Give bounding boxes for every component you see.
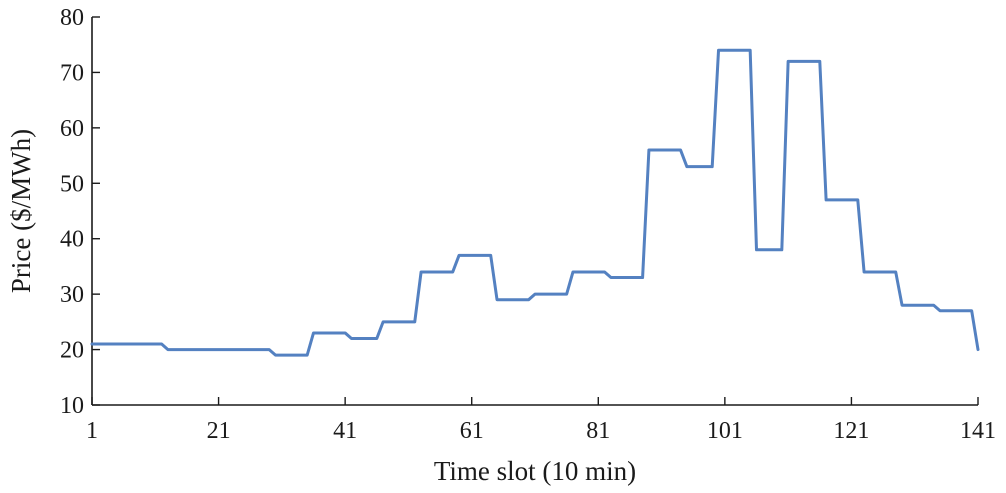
- x-axis-title: Time slot (10 min): [434, 456, 636, 486]
- y-axis-ticks: 10 20 30 40 50 60 70 80: [60, 5, 100, 419]
- x-tick-label: 141: [960, 418, 996, 444]
- x-tick-label: 21: [207, 418, 231, 444]
- y-tick-label: 20: [60, 338, 84, 364]
- x-tick-label: 61: [460, 418, 484, 444]
- x-tick-label: 1: [86, 418, 98, 444]
- y-tick-label: 30: [60, 282, 84, 308]
- y-tick-label: 70: [60, 60, 84, 86]
- y-tick-label: 50: [60, 171, 84, 197]
- y-tick-label: 40: [60, 227, 84, 253]
- price-series-line: [90, 48, 980, 357]
- x-tick-label: 121: [833, 418, 869, 444]
- x-tick-label: 41: [333, 418, 357, 444]
- y-tick-label: 80: [60, 5, 84, 31]
- y-tick-label: 10: [60, 393, 84, 419]
- y-axis-title: Price ($/MWh): [6, 129, 36, 293]
- y-tick-label: 60: [60, 116, 84, 142]
- x-tick-label: 81: [586, 418, 610, 444]
- x-tick-label: 101: [707, 418, 743, 444]
- x-axis-ticks: 1 21 41 61 81 101 121 141: [86, 397, 996, 444]
